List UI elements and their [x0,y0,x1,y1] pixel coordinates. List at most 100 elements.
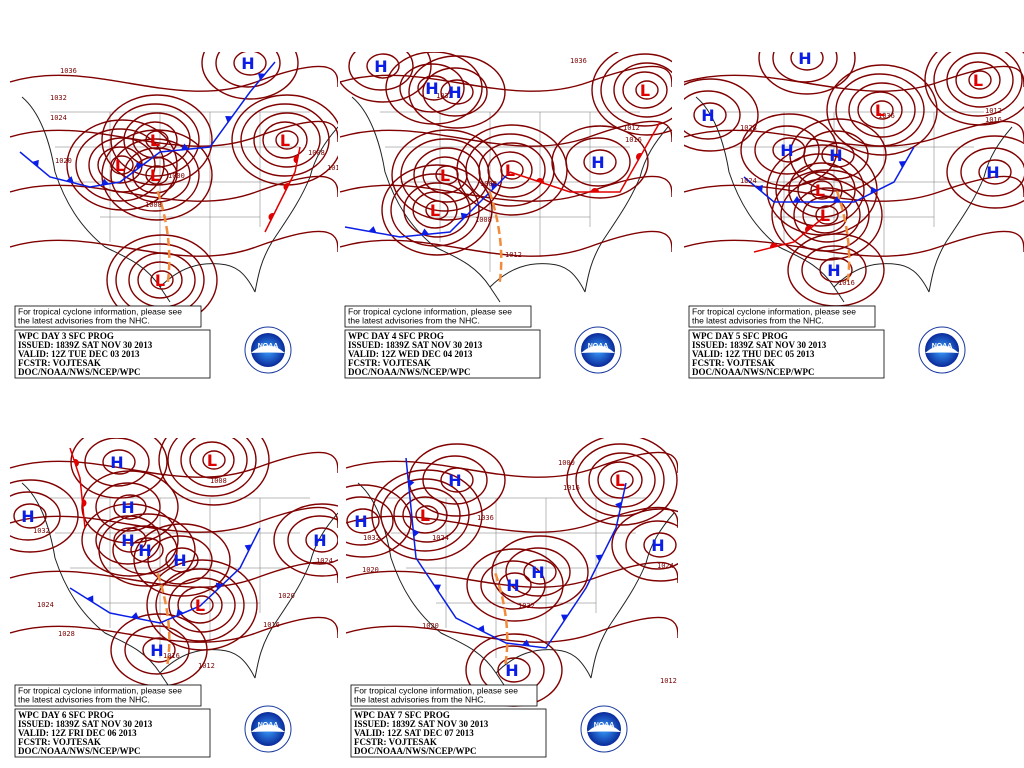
info-text: FCSTR: VOJTESAK [18,737,101,747]
isobar [340,230,672,257]
logo-gull [587,724,621,732]
front-symbol [268,213,275,221]
logo-gull [251,724,285,732]
isobar [978,159,1012,185]
isobar [415,505,439,525]
isobar-label: 1020 [278,592,295,600]
isobar [523,559,557,585]
isobar [425,200,449,220]
pressure-center: L [420,506,430,525]
isobar [10,230,338,257]
isobar [142,637,176,663]
isobar [380,478,470,552]
isobar [790,52,824,71]
note-text: the latest advisories from the NHC. [18,316,150,326]
isobar [575,443,665,517]
isobar [158,438,270,506]
pressure-center: H [110,453,123,472]
trough [156,572,171,665]
note-box [688,305,876,328]
isobar [390,173,480,247]
isobar-label: 1024 [740,177,757,185]
isobar [588,452,656,508]
isobar [233,52,267,76]
pressure-center: H [986,163,999,182]
front-symbol [82,499,87,507]
isobar [635,80,659,100]
isobar [124,625,190,675]
pressure-center: H [591,153,604,172]
isobar-label: 1024 [50,114,67,122]
front-symbol [66,176,74,183]
isobar-label: 1008 [475,216,492,224]
isobar-label: 1016 [625,136,642,144]
info-text: DOC/NOAA/NWS/NCEP/WPC [348,367,471,377]
isobar-label: 1016 [163,652,180,660]
logo-gull [925,345,959,353]
info-text: VALID: 12Z TUE DEC 03 2013 [18,349,140,359]
isobar [81,470,179,544]
isobar-label: 1032 [518,602,535,610]
logo-gull [251,345,285,353]
isobar [346,451,678,478]
isobar [684,120,1024,147]
isobar [275,130,299,150]
isobar [346,616,678,643]
pressure-center: L [195,596,205,615]
logo-text: NOAA [588,343,609,350]
isobar-label: 1032 [50,94,67,102]
pressure-center: L [115,156,125,175]
note-box [350,684,538,707]
isobar [412,191,458,229]
pressure-center: H [448,83,461,102]
note-box [344,305,532,328]
info-box [688,329,885,379]
pressure-center: H [150,641,163,660]
front-symbol [31,159,39,168]
isobar [10,616,338,643]
coastline [21,96,338,303]
isobar-label: 1020 [362,566,379,574]
isobar [202,450,226,470]
pressure-center: H [138,541,151,560]
pressure-center: L [875,101,885,120]
isobar-label: 1032 [33,527,50,535]
isobar [566,438,678,526]
pressure-center: H [448,471,461,490]
isobar [600,53,672,127]
isobar-label: 1016 [263,621,280,629]
info-text: FCSTR: VOJTESAK [348,358,431,368]
front-symbol [536,178,544,184]
isobar [408,55,506,129]
isobar [422,455,488,505]
pressure-center: H [354,512,367,531]
trough [835,190,851,285]
isobar [84,438,150,487]
pressure-center: L [973,71,983,90]
map-bg [684,52,1024,385]
isobar [10,506,338,533]
pressure-center: H [701,106,714,125]
isobar [273,503,338,577]
info-text: VALID: 12Z THU DEC 05 2013 [692,349,815,359]
info-text: WPC DAY 6 SFC PROG [18,710,114,720]
isobar [480,560,546,610]
isobar [190,595,214,615]
front [69,447,86,529]
isobar [440,79,474,105]
front-symbol [86,595,94,603]
front-symbol [477,625,485,633]
isobar [465,133,555,207]
isobar [110,138,200,212]
front-symbol [101,178,109,186]
isobar-label: 1020 [55,157,72,165]
note-text: the latest advisories from the NHC. [692,316,824,326]
front-symbol [181,143,189,150]
note-text: the latest advisories from the NHC. [18,695,150,705]
isobar [803,130,869,180]
isobar [253,112,321,168]
isobar-label: 1036 [60,67,77,75]
note-text: For tropical cyclone information, please… [18,307,182,317]
logo-text: NOAA [258,343,279,350]
isobar [946,135,1024,209]
